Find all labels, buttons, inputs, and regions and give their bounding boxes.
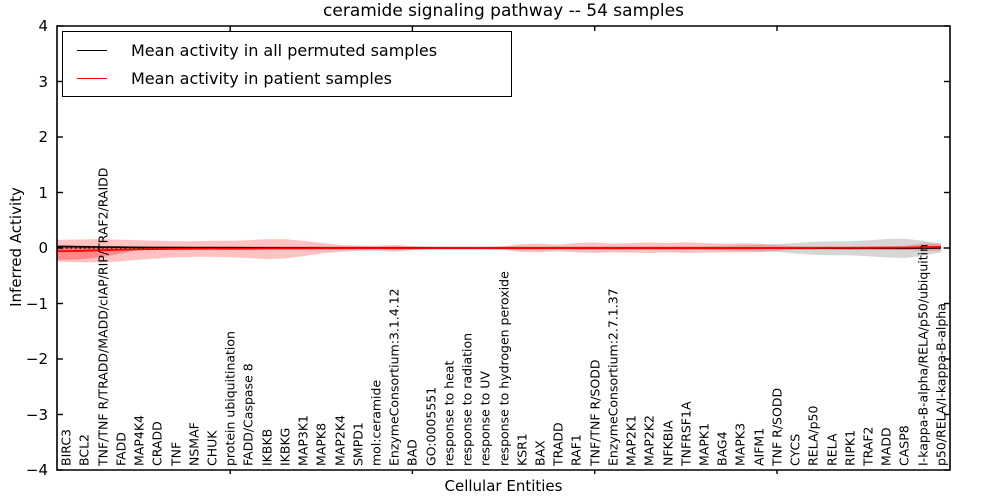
y-tick-label: 3 (38, 72, 48, 91)
x-tick-label: MAP2K1 (623, 415, 639, 466)
permuted-line-swatch (77, 49, 107, 51)
x-tick-label: FADD/Caspase 8 (240, 363, 256, 466)
legend-item-permuted: Mean activity in all permuted samples (63, 36, 511, 64)
legend-label-patient: Mean activity in patient samples (131, 68, 392, 88)
x-tick-label: IKBKG (277, 427, 293, 466)
x-tick-label: EnzymeConsortium:2.7.1.37 (605, 288, 621, 466)
chart-title: ceramide signaling pathway -- 54 samples (323, 1, 684, 21)
patient-inner-band (57, 245, 139, 260)
x-tick-label: EnzymeConsortium:3.1.4.12 (386, 288, 402, 466)
x-tick-label: SMPD1 (350, 422, 366, 466)
x-tick-label: NFKBIA (660, 420, 675, 466)
x-tick-label: CHUK (204, 430, 220, 466)
x-tick-label: BAD (404, 439, 420, 466)
x-tick-label: AIFM1 (751, 427, 767, 466)
y-tick-label: 0 (38, 239, 48, 257)
legend: Mean activity in all permuted samples Me… (62, 31, 512, 97)
x-tick-label: TRADD (550, 422, 566, 466)
x-tick-label: NSMAF (186, 422, 202, 466)
patient-mean-line (57, 246, 941, 252)
y-tick-label: −4 (25, 461, 48, 479)
x-tick-label: MAP4K4 (131, 415, 147, 466)
y-tick-label: 2 (38, 128, 48, 146)
x-tick-label: BAX (532, 440, 548, 466)
x-tick-label: GO:0005551 (423, 386, 439, 466)
x-tick-label: MAP2K4 (332, 415, 347, 466)
x-tick-label: CYCS (787, 433, 803, 466)
x-tick-label: TNF R/SODD (769, 387, 785, 466)
x-tick-label: p50/RELA/I-kappa-B-alpha (933, 303, 949, 466)
legend-label-permuted: Mean activity in all permuted samples (131, 40, 438, 60)
y-tick-label: 1 (38, 183, 48, 202)
x-tick-label: BIRC3 (58, 428, 74, 466)
x-tick-label: MAPK3 (732, 422, 748, 466)
x-tick-label: response to heat (441, 360, 457, 466)
x-tick-label: TNFRSF1A (678, 401, 694, 467)
patient-std-band (57, 239, 941, 263)
y-tick-label: −2 (25, 350, 48, 368)
x-tick-label: TRAF2 (860, 426, 876, 466)
x-axis-label: Cellular Entities (444, 477, 563, 495)
x-tick-label: RIPK1 (842, 429, 858, 466)
patient-line-swatch (77, 77, 107, 79)
x-tick-label: mol:ceramide (368, 379, 384, 466)
x-tick-label: protein ubiquitination (222, 331, 238, 466)
x-tick-label: MAP2K2 (641, 415, 657, 466)
x-tick-label: TNF/TNF R/SODD (587, 359, 603, 466)
x-tick-label: response to UV (477, 371, 493, 466)
x-tick-label: TNF/TNF R/TRADD/MADD/cIAP/RIP/TRAF2/RAID… (95, 167, 111, 466)
x-tick-label: KSR1 (514, 433, 530, 466)
x-tick-label: I-kappa-B-alpha/RELA/p50/ubiquitin (915, 243, 931, 466)
x-tick-label: MADD (878, 427, 894, 466)
y-tick-label: 4 (38, 17, 48, 35)
x-tick-label: TNF (168, 441, 183, 466)
y-tick-label: −3 (25, 405, 48, 424)
y-tick-label: −1 (25, 294, 48, 313)
x-tick-label: MAP3K1 (295, 415, 311, 466)
legend-item-patient: Mean activity in patient samples (63, 64, 511, 92)
x-tick-label: MAPK8 (313, 422, 329, 466)
x-tick-label: CASP8 (896, 425, 912, 466)
x-tick-label: RELA/p50 (805, 405, 821, 466)
x-tick-label: RAF1 (568, 434, 584, 466)
x-tick-label: MAPK1 (696, 422, 712, 466)
x-tick-label: response to radiation (459, 332, 475, 466)
x-tick-label: BCL2 (76, 433, 92, 466)
x-tick-label: BAG4 (714, 431, 730, 466)
x-tick-label: response to hydrogen peroxide (496, 271, 511, 466)
x-tick-label: CRADD (149, 421, 165, 466)
x-tick-label: FADD (113, 432, 129, 466)
x-tick-label: RELA (824, 433, 839, 466)
x-tick-label: IKBKB (259, 428, 275, 466)
